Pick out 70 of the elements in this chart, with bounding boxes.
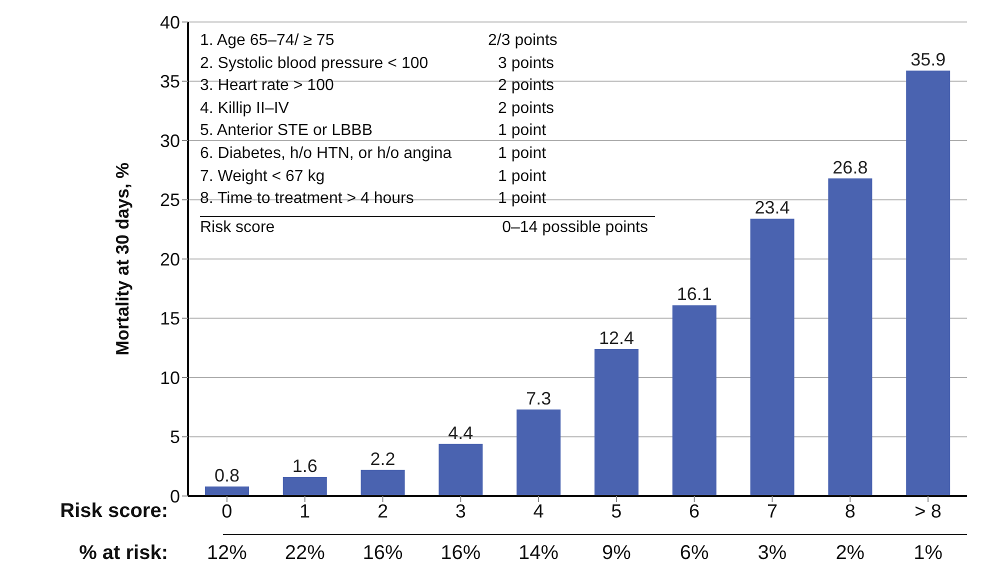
y-tick-label: 35 bbox=[160, 72, 180, 92]
x-tick-label: > 8 bbox=[914, 501, 942, 522]
bar bbox=[594, 349, 638, 496]
y-axis-title: Mortality at 30 days, % bbox=[112, 162, 132, 356]
text: 2% bbox=[834, 542, 866, 565]
text: 9% bbox=[600, 542, 632, 565]
annotation: 0–14 possible points bbox=[501, 218, 648, 237]
bar bbox=[672, 305, 716, 496]
annotation: 4. Killip II–IV bbox=[200, 100, 289, 118]
data-label: 12.4 bbox=[598, 328, 634, 348]
data-label: 16.1 bbox=[676, 284, 712, 304]
y-tick-label: 20 bbox=[160, 249, 180, 270]
bar bbox=[205, 486, 249, 496]
annotation: 2 points bbox=[497, 100, 556, 118]
text: % at risk: bbox=[78, 542, 168, 565]
annotation: 3 points bbox=[497, 54, 556, 73]
annotation: 8. Time to treatment > 4 hours bbox=[200, 190, 414, 208]
x-tick-label: 1 bbox=[300, 501, 310, 522]
bar bbox=[828, 178, 872, 496]
annotation: 6. Diabetes, h/o HTN, or h/o angina bbox=[200, 145, 452, 163]
text: 22% bbox=[284, 542, 326, 565]
data-label: 7.3 bbox=[526, 388, 552, 408]
annotation: 2. Systolic blood pressure < 100 bbox=[200, 54, 428, 73]
text: 14% bbox=[518, 542, 560, 565]
data-label: 2.2 bbox=[370, 448, 396, 469]
x-tick-label: 5 bbox=[611, 501, 622, 522]
y-tick-label: 10 bbox=[160, 368, 180, 388]
y-tick-label: 25 bbox=[160, 190, 180, 210]
x-tick-label: 2 bbox=[377, 501, 388, 522]
annotation: 1 point bbox=[498, 145, 546, 162]
text: 12% bbox=[206, 542, 248, 565]
data-label: 0.8 bbox=[214, 466, 240, 486]
bar bbox=[282, 477, 327, 496]
y-tick-label: 30 bbox=[160, 130, 180, 151]
x-tick-label: 3 bbox=[455, 501, 466, 522]
annotation: 1 point bbox=[497, 190, 548, 208]
x-tick-label: 8 bbox=[844, 501, 856, 522]
text: 16% bbox=[362, 542, 404, 565]
annotation: 3. Heart rate > 100 bbox=[200, 77, 334, 96]
x-tick-label: 4 bbox=[533, 501, 544, 522]
annotation: 5. Anterior STE or LBBB bbox=[200, 122, 373, 140]
y-tick-label: 0 bbox=[170, 486, 180, 506]
bar bbox=[360, 470, 405, 496]
x-tick-label: 0 bbox=[222, 501, 232, 522]
data-label: 23.4 bbox=[754, 198, 790, 218]
x-tick-label: 7 bbox=[766, 501, 778, 522]
annotation: 1. Age 65–74/ ≥ 75 bbox=[200, 32, 334, 50]
x-axis-title: Risk score: bbox=[59, 500, 168, 523]
data-label: 35.9 bbox=[910, 50, 946, 70]
data-label: 4.4 bbox=[448, 422, 474, 443]
annotation: 2/3 points bbox=[487, 32, 558, 50]
y-tick-label: 5 bbox=[170, 427, 180, 448]
text: 3% bbox=[756, 542, 788, 565]
bar bbox=[750, 218, 794, 496]
annotation: 7. Weight < 67 kg bbox=[200, 168, 325, 186]
text: 1% bbox=[912, 542, 944, 565]
annotation: 1 point bbox=[497, 122, 548, 140]
annotation: 1 point bbox=[497, 168, 548, 186]
annotation: 2 points bbox=[497, 77, 556, 96]
y-tick-label: 15 bbox=[160, 308, 180, 329]
data-label: 26.8 bbox=[832, 157, 868, 178]
text: 16% bbox=[440, 542, 482, 565]
bar bbox=[906, 70, 950, 496]
x-tick-label: 6 bbox=[689, 501, 700, 522]
y-tick-label: 40 bbox=[160, 12, 180, 32]
annotation: Risk score bbox=[200, 218, 275, 237]
text: 6% bbox=[678, 542, 710, 565]
bar bbox=[516, 409, 561, 496]
bar bbox=[438, 444, 483, 496]
data-label: 1.6 bbox=[292, 456, 318, 476]
